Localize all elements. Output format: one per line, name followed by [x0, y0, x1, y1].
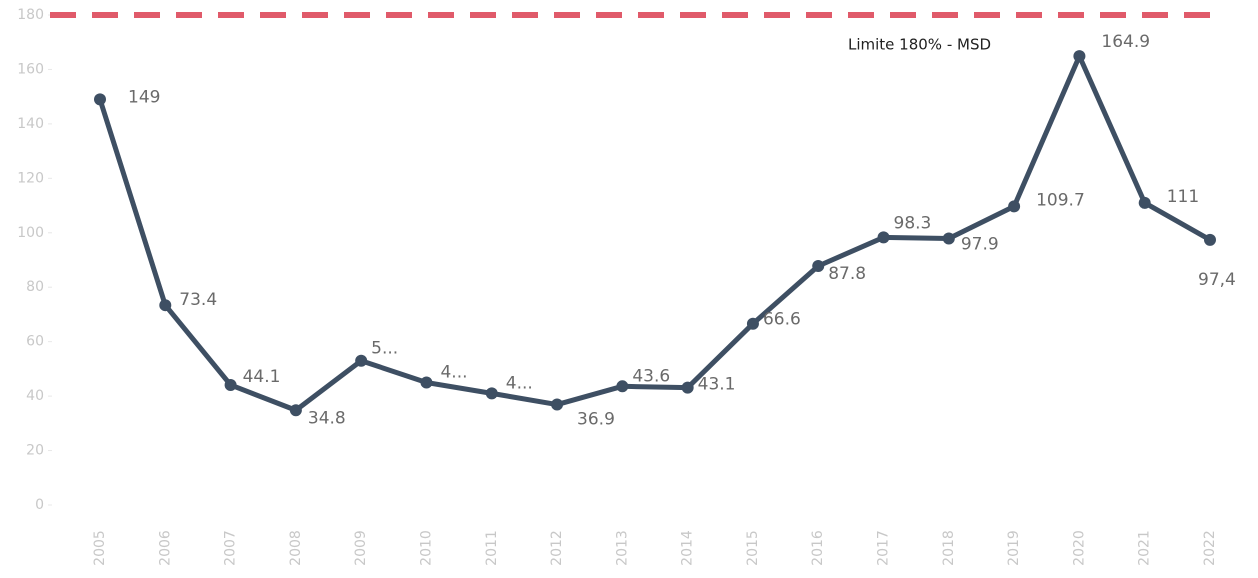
data-label: 164.9 [1101, 32, 1150, 52]
x-tick-label: 2010 [418, 530, 434, 566]
data-point [485, 387, 498, 400]
x-tick-label: 2011 [484, 530, 500, 566]
data-point [420, 376, 433, 389]
data-point [94, 93, 106, 106]
data-point [289, 404, 302, 417]
y-tick-label: 20 [26, 443, 44, 459]
data-point [159, 299, 172, 312]
data-label: 5... [371, 339, 398, 359]
data-label: 66.6 [763, 310, 801, 330]
y-tick-label: 80 [26, 279, 44, 295]
data-point [681, 381, 694, 394]
x-tick-label: 2007 [223, 530, 239, 566]
series-line [97, 53, 1212, 413]
y-tick-label: 0 [35, 497, 44, 513]
data-label: 4... [440, 363, 467, 383]
data-label: 43.6 [632, 366, 670, 386]
y-tick-label: 120 [17, 170, 44, 186]
x-tick-label: 2022 [1202, 530, 1218, 566]
x-tick-label: 2009 [353, 530, 369, 566]
x-tick-label: 2019 [1006, 530, 1022, 566]
data-label: 43.1 [698, 375, 736, 395]
data-label: 36.9 [577, 410, 615, 430]
x-tick-label: 2013 [614, 530, 630, 566]
data-point [1073, 50, 1086, 63]
x-tick-label: 2006 [157, 530, 173, 566]
data-label: 149 [128, 87, 160, 107]
data-point [812, 259, 825, 272]
data-label: 97,4 [1198, 270, 1236, 290]
data-point [616, 380, 629, 393]
data-label: 109.7 [1036, 190, 1085, 210]
data-point [942, 232, 955, 245]
x-tick-label: 2014 [680, 530, 696, 566]
data-point [877, 231, 890, 244]
data-label: 98.3 [894, 213, 932, 233]
x-tick-label: 2015 [745, 530, 761, 566]
x-tick-label: 2018 [941, 530, 957, 566]
y-tick-label: 180 [17, 7, 44, 23]
data-point [746, 317, 759, 330]
y-tick-label: 100 [17, 225, 44, 241]
data-point [551, 398, 564, 411]
data-point [1008, 200, 1021, 213]
y-tick-label: 40 [26, 388, 44, 404]
x-tick-label: 2012 [549, 530, 565, 566]
data-label: 111 [1167, 187, 1199, 207]
data-point [1138, 196, 1151, 209]
data-point [1204, 233, 1216, 246]
x-tick-label: 2016 [810, 530, 826, 566]
data-label: 34.8 [308, 408, 346, 428]
data-point [355, 354, 368, 367]
x-tick-label: 2021 [1137, 530, 1153, 566]
reference-label: Limite 180% - MSD [848, 36, 991, 54]
y-tick-label: 160 [17, 61, 44, 77]
y-tick-label: 140 [17, 116, 44, 132]
data-label: 44.1 [243, 367, 281, 387]
x-tick-label: 2008 [288, 530, 304, 566]
data-label: 97.9 [961, 234, 999, 254]
data-label: 87.8 [828, 264, 866, 284]
data-label: 4... [506, 373, 533, 393]
y-tick-label: 60 [26, 334, 44, 350]
data-label: 73.4 [179, 290, 217, 310]
x-tick-label: 2020 [1071, 530, 1087, 566]
x-tick-label: 2005 [92, 530, 108, 566]
data-point [224, 378, 237, 391]
x-tick-label: 2017 [876, 530, 892, 566]
